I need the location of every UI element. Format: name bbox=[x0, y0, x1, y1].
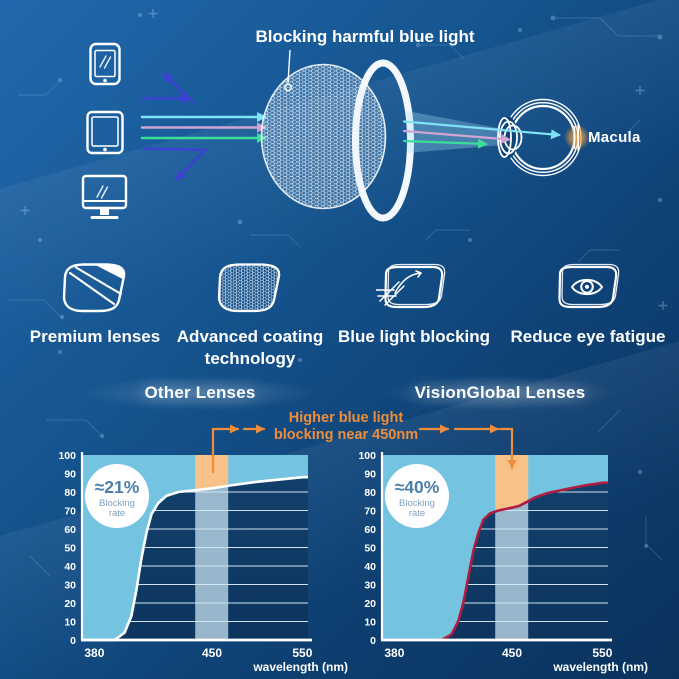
svg-text:30: 30 bbox=[64, 579, 76, 591]
svg-text:10: 10 bbox=[64, 616, 76, 628]
badge-caption: Blocking bbox=[399, 498, 435, 509]
svg-text:30: 30 bbox=[364, 579, 376, 591]
svg-text:380: 380 bbox=[84, 646, 104, 660]
svg-text:70: 70 bbox=[64, 505, 76, 517]
honeycomb-lens-icon bbox=[217, 263, 281, 313]
label-leader-dot bbox=[284, 83, 292, 92]
light-rays bbox=[140, 72, 267, 181]
blocking-rate-badge: ≈21% Blocking rate bbox=[85, 464, 149, 528]
label-leader-line bbox=[287, 49, 291, 84]
blocking-curve bbox=[82, 475, 308, 642]
reflected-blue-ray-down bbox=[143, 147, 208, 181]
svg-text:550: 550 bbox=[292, 646, 312, 660]
feature-premium-lenses: Premium lenses bbox=[15, 260, 175, 348]
feature-label: Reduce eye fatigue bbox=[510, 327, 666, 346]
feature-label: Blue light blocking bbox=[337, 327, 491, 346]
highlight-450nm-region bbox=[495, 455, 529, 512]
badge-caption: rate bbox=[409, 508, 425, 519]
svg-text:100: 100 bbox=[358, 450, 376, 462]
y-tick-labels: 0 10 20 30 40 50 60 70 80 90 100 bbox=[58, 450, 76, 647]
eye-diagram bbox=[497, 98, 590, 177]
badge-value: ≈40% bbox=[395, 477, 440, 497]
transmitted-rays bbox=[402, 120, 561, 149]
svg-text:60: 60 bbox=[364, 524, 376, 536]
svg-text:40: 40 bbox=[364, 561, 376, 573]
svg-text:10: 10 bbox=[364, 616, 376, 628]
svg-text:0: 0 bbox=[70, 635, 76, 647]
blue-light-diagram bbox=[81, 42, 590, 222]
feature-row: Premium lenses Advanced coating technolo… bbox=[0, 256, 679, 368]
svg-text:380: 380 bbox=[384, 646, 404, 660]
feature-blue-light-blocking: Blue light blocking bbox=[330, 260, 498, 348]
badge-caption: Blocking bbox=[99, 498, 135, 509]
honeycomb-coating bbox=[261, 64, 386, 209]
svg-text:0: 0 bbox=[370, 635, 376, 647]
cornea bbox=[497, 117, 512, 158]
svg-text:40: 40 bbox=[64, 561, 76, 573]
svg-text:70: 70 bbox=[364, 505, 376, 517]
x-axis-label: wavelength (nm) bbox=[552, 660, 648, 674]
blocking-rate-badge: ≈40% Blocking rate bbox=[385, 464, 449, 528]
svg-text:80: 80 bbox=[64, 487, 76, 499]
title-glow-decoration bbox=[380, 376, 620, 410]
svg-text:550: 550 bbox=[592, 646, 612, 660]
x-tick-labels: 380 450 550 bbox=[84, 646, 312, 660]
x-axis-label: wavelength (nm) bbox=[252, 660, 348, 674]
spectrum-chart: 0 10 20 30 40 50 60 70 80 90 100 380 450 550 wavelen… bbox=[58, 450, 348, 674]
striped-lens-icon bbox=[62, 263, 126, 313]
comparison-section: Other Lenses VisionGlobal Lenses Higher … bbox=[0, 368, 679, 679]
macula-label: Macula bbox=[588, 129, 641, 146]
svg-text:20: 20 bbox=[64, 598, 76, 610]
blocking-curve bbox=[382, 481, 608, 642]
blocking-label: Blocking harmful blue light bbox=[255, 27, 475, 46]
svg-text:80: 80 bbox=[364, 487, 376, 499]
monitor-icon bbox=[81, 174, 128, 219]
svg-text:50: 50 bbox=[64, 542, 76, 554]
feature-label: Premium lenses bbox=[29, 327, 161, 346]
svg-text:90: 90 bbox=[64, 468, 76, 480]
svg-text:100: 100 bbox=[58, 450, 76, 462]
svg-text:60: 60 bbox=[64, 524, 76, 536]
spectrum-chart: 0 10 20 30 40 50 60 70 80 90 100 380 450 550 wavelen… bbox=[358, 450, 648, 674]
feature-advanced-coating: Advanced coating technology bbox=[170, 260, 330, 370]
chart-visionglobal-lenses: 0 10 20 30 40 50 60 70 80 90 100 380 450 550 wavelen… bbox=[350, 440, 650, 676]
badge-value: ≈21% bbox=[95, 477, 140, 497]
coated-lens bbox=[260, 49, 414, 222]
annotation-line1: Higher blue light bbox=[288, 410, 404, 426]
annotation-higher-blocking: Higher blue light blocking near 450nm bbox=[246, 410, 446, 445]
tablet-icon bbox=[86, 110, 124, 155]
svg-text:450: 450 bbox=[202, 646, 222, 660]
chart-title-other-lenses: Other Lenses bbox=[144, 383, 256, 402]
chart-other-lenses: 0 10 20 30 40 50 60 70 80 90 100 380 450 550 wavelen… bbox=[50, 440, 350, 676]
svg-text:20: 20 bbox=[364, 598, 376, 610]
annotation-line2: blocking near 450nm bbox=[273, 427, 419, 444]
x-tick-labels: 380 450 550 bbox=[384, 646, 612, 660]
svg-text:90: 90 bbox=[364, 468, 376, 480]
feature-reduce-eye-fatigue: Reduce eye fatigue bbox=[503, 260, 673, 348]
svg-text:50: 50 bbox=[364, 542, 376, 554]
highlight-450nm-region bbox=[195, 455, 229, 491]
eye-in-lens-icon bbox=[558, 263, 620, 309]
chart-title-visionglobal-lenses: VisionGlobal Lenses bbox=[414, 383, 586, 402]
badge-caption: rate bbox=[109, 508, 125, 519]
svg-text:450: 450 bbox=[502, 646, 522, 660]
ray-blocking-lens-icon bbox=[376, 263, 446, 309]
retina-lines bbox=[573, 124, 579, 151]
y-tick-labels: 0 10 20 30 40 50 60 70 80 90 100 bbox=[358, 450, 376, 647]
title-glow-decoration bbox=[80, 376, 320, 410]
smartphone-icon bbox=[89, 42, 121, 86]
macula-glow bbox=[564, 124, 590, 151]
feature-label: Advanced coating technology bbox=[176, 327, 324, 368]
